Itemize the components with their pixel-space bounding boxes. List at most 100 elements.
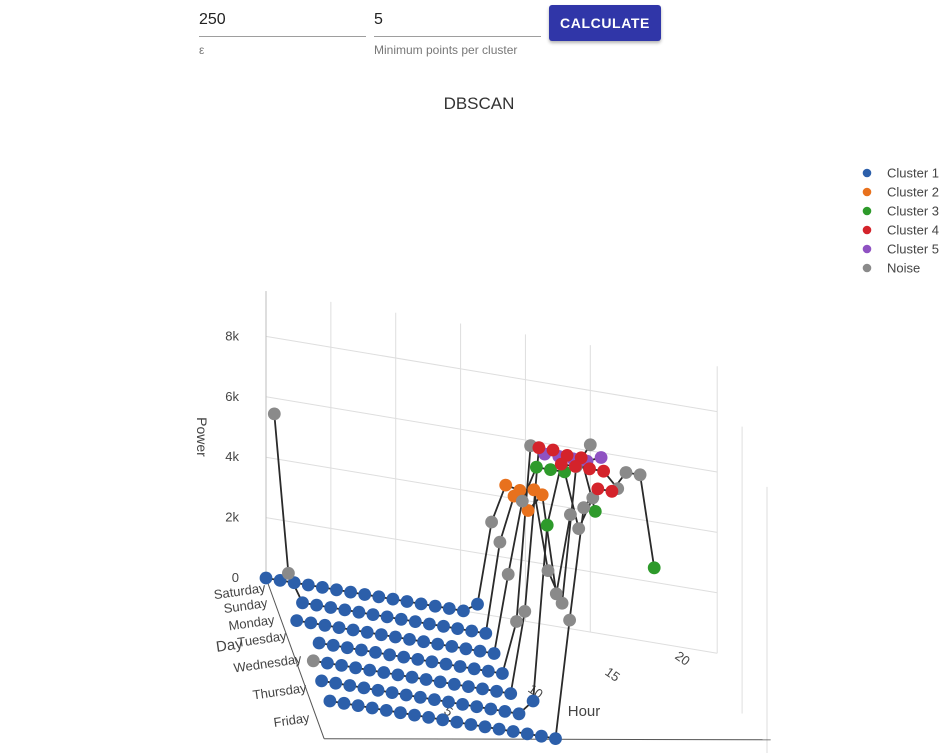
data-point[interactable] xyxy=(563,613,576,627)
data-point[interactable] xyxy=(369,646,382,659)
data-point[interactable] xyxy=(338,603,352,617)
calculate-button[interactable]: CALCULATE xyxy=(549,5,661,41)
data-point[interactable] xyxy=(304,616,318,630)
legend-marker[interactable] xyxy=(862,263,872,273)
data-point[interactable] xyxy=(405,670,419,684)
data-point[interactable] xyxy=(588,505,602,518)
data-point[interactable] xyxy=(478,720,492,734)
data-point[interactable] xyxy=(411,653,425,666)
data-point[interactable] xyxy=(306,654,320,668)
data-point[interactable] xyxy=(442,602,456,615)
legend-label[interactable]: Noise xyxy=(887,261,920,276)
data-point[interactable] xyxy=(377,666,391,679)
legend-label[interactable]: Cluster 3 xyxy=(887,204,939,219)
data-point[interactable] xyxy=(467,662,481,676)
data-point[interactable] xyxy=(365,701,379,715)
data-point[interactable] xyxy=(400,595,414,608)
data-point[interactable] xyxy=(496,667,509,680)
data-point[interactable] xyxy=(397,650,411,664)
legend-marker[interactable] xyxy=(862,244,872,254)
data-point[interactable] xyxy=(540,518,554,532)
data-point[interactable] xyxy=(267,407,281,421)
legend-label[interactable]: Cluster 5 xyxy=(887,242,939,257)
data-point[interactable] xyxy=(484,702,498,716)
data-point[interactable] xyxy=(487,647,501,660)
data-point[interactable] xyxy=(479,627,493,640)
data-point[interactable] xyxy=(447,677,461,691)
data-point[interactable] xyxy=(465,624,479,638)
data-point[interactable] xyxy=(324,601,338,614)
legend-label[interactable]: Cluster 4 xyxy=(887,223,939,238)
data-point[interactable] xyxy=(445,640,459,653)
data-point[interactable] xyxy=(471,597,484,611)
epsilon-field[interactable]: 250 ε xyxy=(199,0,366,60)
data-point[interactable] xyxy=(323,694,337,708)
data-point[interactable] xyxy=(619,466,633,479)
data-point[interactable] xyxy=(310,598,323,612)
data-point[interactable] xyxy=(389,630,402,644)
data-point[interactable] xyxy=(549,587,563,601)
data-point[interactable] xyxy=(501,567,515,581)
data-point[interactable] xyxy=(450,715,464,729)
data-point[interactable] xyxy=(357,681,371,695)
data-point[interactable] xyxy=(549,732,562,745)
data-point[interactable] xyxy=(515,494,529,508)
data-point[interactable] xyxy=(282,566,295,580)
data-point[interactable] xyxy=(379,704,393,717)
legend-marker[interactable] xyxy=(862,206,872,216)
data-point[interactable] xyxy=(564,508,577,521)
data-point[interactable] xyxy=(520,727,534,741)
data-point[interactable] xyxy=(351,699,365,712)
data-point[interactable] xyxy=(360,625,374,639)
data-point[interactable] xyxy=(492,722,506,736)
data-point[interactable] xyxy=(316,581,329,594)
data-point[interactable] xyxy=(591,482,605,496)
data-point[interactable] xyxy=(451,622,464,635)
data-point[interactable] xyxy=(399,688,413,702)
data-point[interactable] xyxy=(301,578,315,592)
data-point[interactable] xyxy=(326,638,340,652)
data-point[interactable] xyxy=(476,682,489,696)
data-point[interactable] xyxy=(312,636,326,650)
data-point[interactable] xyxy=(428,693,441,706)
data-point[interactable] xyxy=(464,718,478,731)
data-point[interactable] xyxy=(572,522,586,535)
legend-label[interactable]: Cluster 1 xyxy=(887,166,939,181)
data-point[interactable] xyxy=(414,597,428,611)
data-point[interactable] xyxy=(296,596,309,610)
data-point[interactable] xyxy=(633,468,647,482)
data-point[interactable] xyxy=(346,623,360,637)
data-point[interactable] xyxy=(330,583,343,597)
data-point[interactable] xyxy=(391,668,405,682)
data-point[interactable] xyxy=(422,711,435,724)
data-point[interactable] xyxy=(436,713,450,727)
data-point[interactable] xyxy=(481,664,495,678)
epsilon-value[interactable]: 250 xyxy=(199,11,226,28)
data-point[interactable] xyxy=(358,588,372,601)
data-point[interactable] xyxy=(343,679,357,692)
data-point[interactable] xyxy=(425,655,439,669)
data-point[interactable] xyxy=(647,561,661,575)
data-point[interactable] xyxy=(554,457,568,471)
data-point[interactable] xyxy=(456,698,469,711)
data-point[interactable] xyxy=(583,462,596,476)
data-point[interactable] xyxy=(510,615,523,628)
legend-marker[interactable] xyxy=(862,168,872,178)
data-point[interactable] xyxy=(470,700,484,714)
data-point[interactable] xyxy=(457,604,470,618)
data-point[interactable] xyxy=(394,706,407,720)
data-point[interactable] xyxy=(530,460,543,474)
data-point[interactable] xyxy=(431,637,445,651)
data-point[interactable] xyxy=(417,635,430,649)
data-point[interactable] xyxy=(462,680,475,693)
data-point[interactable] xyxy=(290,614,304,627)
data-point[interactable] xyxy=(504,687,518,700)
data-point[interactable] xyxy=(428,599,442,613)
data-point[interactable] xyxy=(371,683,385,697)
data-point[interactable] xyxy=(413,690,427,704)
data-point[interactable] xyxy=(374,628,388,642)
data-point[interactable] xyxy=(442,695,455,709)
data-point[interactable] xyxy=(321,656,334,670)
data-point[interactable] xyxy=(335,659,348,672)
